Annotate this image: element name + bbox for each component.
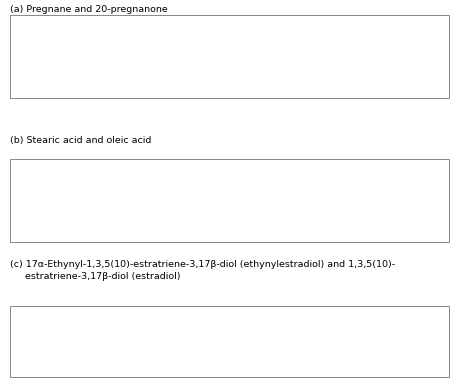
FancyBboxPatch shape <box>10 15 449 98</box>
Text: (b) Stearic acid and oleic acid: (b) Stearic acid and oleic acid <box>10 136 151 144</box>
FancyBboxPatch shape <box>10 306 449 377</box>
Text: (a) Pregnane and 20-pregnanone: (a) Pregnane and 20-pregnanone <box>10 5 168 14</box>
FancyBboxPatch shape <box>10 159 449 242</box>
Text: (c) 17α-Ethynyl-1,3,5(10)-estratriene-3,17β-diol (ethynylestradiol) and 1,3,5(10: (c) 17α-Ethynyl-1,3,5(10)-estratriene-3,… <box>10 260 395 281</box>
